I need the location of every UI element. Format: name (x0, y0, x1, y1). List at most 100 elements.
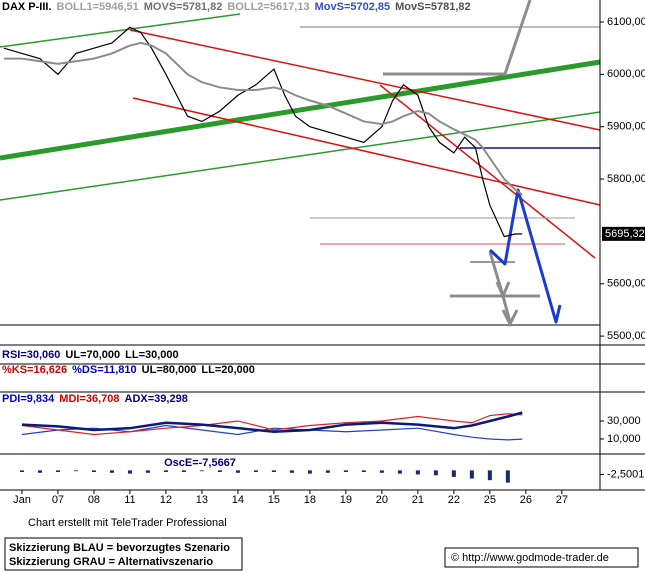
label-row: RSI=30,060 UL=70,000 LL=30,000 (2, 349, 179, 361)
label-row: DAX P-III. BOLL1=5946,51 MOVS=5781,82 BOLL2… (2, 1, 471, 13)
x-tick-label: 15 (268, 494, 280, 506)
bar (289, 470, 294, 473)
legend-text: Skizzierung GRAU = Alternativszenario (9, 556, 213, 568)
bar (181, 470, 186, 472)
x-tick-label: 26 (520, 494, 532, 506)
bar (361, 470, 366, 472)
bar (469, 470, 474, 479)
label: MovS=5781,82 (395, 1, 471, 13)
bar (343, 470, 348, 472)
bar (397, 470, 402, 474)
label: RSI=30,060 (2, 349, 60, 361)
bar (73, 470, 78, 472)
bar (199, 470, 204, 472)
bar (91, 470, 96, 472)
y-tick-label: -2,5001 (607, 468, 644, 480)
label: ADX=39,298 (125, 393, 188, 405)
trend-line (0, 13, 241, 48)
y-tick-label: 6000,00 (607, 68, 645, 80)
label: DAX P-III. (2, 1, 52, 13)
bar (163, 470, 168, 472)
series-line (3, 26, 523, 238)
bar (127, 470, 132, 474)
trend-line (379, 84, 596, 259)
x-tick-label: 25 (484, 494, 496, 506)
label: MOVS=5781,82 (144, 1, 223, 13)
label: PDI=9,834 (2, 393, 55, 405)
bar (415, 470, 420, 475)
label: LL=30,000 (125, 349, 179, 361)
credit: Chart erstellt mit TeleTrader Profession… (28, 517, 227, 529)
label: LL=20,000 (201, 364, 255, 376)
frames (0, 0, 645, 491)
label-row: %KS=16,626 %DS=11,810 UL=80,000 LL=20,000 (2, 364, 255, 376)
bar (433, 470, 438, 476)
x-tick-label: 21 (412, 494, 424, 506)
y-tick-label: 6100,00 (607, 16, 645, 28)
bar (19, 470, 24, 472)
grey-arrow (495, 281, 511, 300)
x-tick-label: 08 (88, 494, 100, 506)
legend-text: Skizzierung BLAU = bevorzugtes Szenario (9, 542, 230, 554)
label: MovS=5702,85 (315, 1, 391, 13)
last-price-label: 5695,32 (605, 228, 645, 240)
x-tick-label: 11 (124, 494, 135, 506)
x-tick-label: 18 (304, 494, 316, 506)
bar (253, 470, 258, 472)
series-line (3, 41, 523, 196)
x-tick-label: 19 (340, 494, 352, 506)
bar (325, 470, 330, 473)
panel-title: OscE=-7,5667 (164, 457, 236, 469)
label: UL=80,000 (142, 364, 197, 376)
last-price-box (602, 226, 645, 241)
trend-line (0, 59, 601, 161)
y-tick-label: 5800,00 (607, 173, 645, 185)
bar (145, 470, 150, 473)
x-tick-label: 13 (196, 494, 208, 506)
label: BOLL2=5617,13 (227, 1, 309, 13)
blue-scenario (488, 188, 562, 324)
y-tick-label: 5600,00 (607, 278, 645, 290)
grey-scenario (383, 0, 532, 76)
x-tick-label: 20 (376, 494, 388, 506)
bar (487, 470, 492, 481)
bar (379, 470, 384, 473)
source-box (444, 547, 639, 568)
trend-line (129, 29, 601, 131)
label-row: PDI=9,834 MDI=36,708 ADX=39,298 (2, 393, 188, 405)
label: %KS=16,626 (2, 364, 67, 376)
source: © http://www.godmode-trader.de (451, 552, 609, 564)
grey-arrow (501, 309, 519, 328)
bar (55, 470, 60, 472)
legend-box (4, 537, 243, 571)
x-tick-label: Jan (13, 494, 31, 506)
y-tick-label: 10,000 (607, 433, 641, 445)
label: %DS=11,810 (72, 364, 137, 376)
bar (37, 470, 42, 473)
bar (271, 470, 276, 472)
y-tick-label: 5900,00 (607, 121, 645, 133)
drawings (0, 0, 601, 328)
y-tick-label: 5500,00 (607, 330, 645, 342)
bar (217, 470, 222, 472)
x-tick-label: 12 (160, 494, 172, 506)
x-tick-label: 07 (52, 494, 64, 506)
bar (235, 470, 240, 473)
series-line (21, 413, 523, 436)
x-tick-label: 22 (448, 494, 460, 506)
trend-line (0, 111, 601, 201)
y-tick-label: 30,000 (607, 415, 641, 427)
label: UL=70,000 (65, 349, 120, 361)
x-tick-label: 14 (232, 494, 244, 506)
label: MDI=36,708 (59, 393, 119, 405)
bar (451, 470, 456, 477)
label: BOLL1=5946,51 (57, 1, 139, 13)
bar (505, 470, 510, 483)
x-tick-label: 27 (556, 494, 568, 506)
series-line (21, 411, 523, 434)
bar (307, 470, 312, 474)
bar (109, 470, 114, 473)
